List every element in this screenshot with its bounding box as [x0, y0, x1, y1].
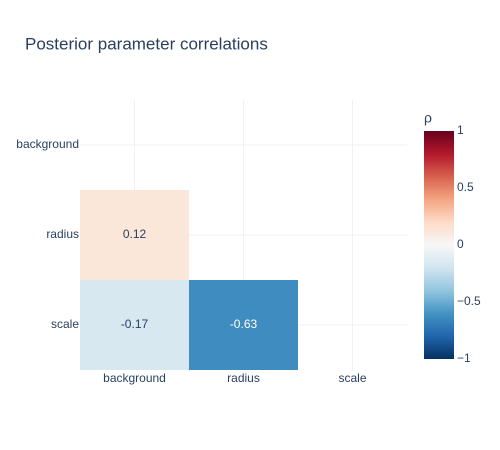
- colorbar-tick-label: 0: [457, 237, 464, 251]
- colorbar-title: ρ: [424, 110, 432, 126]
- chart-title: Posterior parameter correlations: [25, 34, 268, 53]
- x-tick-label: background: [103, 371, 166, 385]
- colorbar-tick-label: 0.5: [457, 180, 474, 194]
- y-tick-label: scale: [51, 317, 79, 331]
- cell-label: -0.17: [121, 317, 149, 331]
- colorbar-tick-label: −0.5: [457, 294, 481, 308]
- heatmap-cell: [80, 280, 189, 370]
- heatmap-cell: [189, 280, 298, 370]
- colorbar-tick-label: −1: [457, 351, 471, 365]
- x-tick-label: radius: [227, 371, 260, 385]
- colorbar-tick-label: 1: [457, 123, 464, 137]
- colorbar: [424, 131, 454, 359]
- cell-label: -0.63: [230, 317, 258, 331]
- y-tick-label: background: [16, 137, 79, 151]
- cell-label: 0.12: [123, 227, 147, 241]
- y-tick-label: radius: [46, 227, 79, 241]
- heatmap-cell: [80, 190, 189, 280]
- x-tick-label: scale: [338, 371, 366, 385]
